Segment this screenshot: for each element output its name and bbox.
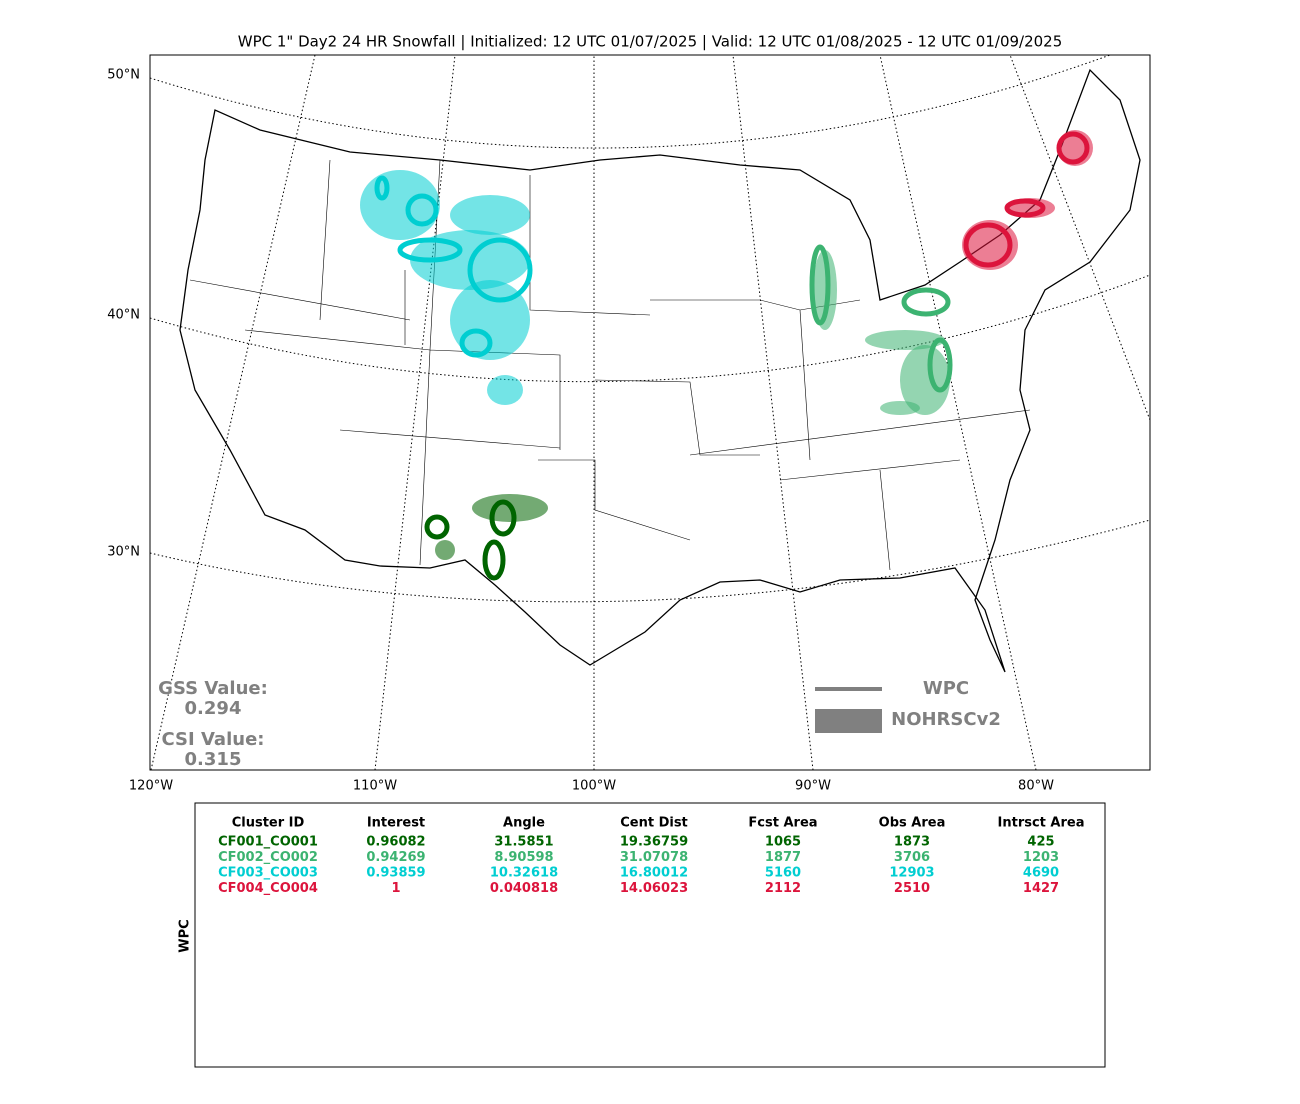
- table-cell: 0.93859: [366, 866, 425, 881]
- table-cell: 4690: [1023, 866, 1059, 881]
- table-cell: CF002_CO002: [218, 850, 318, 865]
- lon-label: 80°W: [1018, 779, 1054, 794]
- lon-labels: 120°W 110°W 100°W 90°W 80°W: [129, 779, 1054, 794]
- gss-label: GSS Value:: [158, 678, 268, 699]
- table-cell: 3706: [894, 850, 930, 865]
- column-header: Cent Dist: [620, 816, 688, 831]
- lat-label: 50°N: [107, 68, 140, 83]
- parallel: [150, 55, 1112, 149]
- column-header: Angle: [503, 816, 545, 831]
- column-header: Interest: [367, 816, 425, 831]
- cluster-3: [360, 170, 533, 405]
- table-cell: 31.07078: [620, 850, 688, 865]
- table-cell: 8.90598: [494, 850, 553, 865]
- table-cell: 19.36759: [620, 835, 688, 850]
- table-cell: 2510: [894, 881, 930, 896]
- table-cell: 1065: [765, 835, 801, 850]
- meridian: [150, 55, 1150, 770]
- cluster-2: [809, 244, 953, 415]
- cluster-1: [424, 494, 548, 581]
- title: WPC 1" Day2 24 HR Snowfall | Initialized…: [238, 33, 1063, 51]
- gss-value: 0.294: [185, 698, 242, 719]
- csi-label: CSI Value:: [162, 729, 265, 750]
- table-cell: 0.94269: [366, 850, 425, 865]
- table-cell: 0.96082: [366, 835, 425, 850]
- table-cell: 1203: [1023, 850, 1059, 865]
- table-cell: 12903: [889, 866, 934, 881]
- table-cell: 1427: [1023, 881, 1059, 896]
- cluster-4: [962, 130, 1093, 270]
- legend-patch: [815, 709, 882, 733]
- legend-label: WPC: [923, 678, 969, 699]
- table-cell: 2112: [765, 881, 801, 896]
- lat-label: 40°N: [107, 308, 140, 323]
- table-cell: CF004_CO004: [218, 881, 318, 896]
- table-cell: CF001_CO001: [218, 835, 318, 850]
- table-cell: 31.5851: [494, 835, 553, 850]
- map-frame: [149, 54, 1151, 771]
- map: 50°N 40°N 30°N 120°W 110°W 100°W 90°W 80°W GSS…: [107, 54, 1151, 794]
- parallel: [150, 519, 1150, 603]
- table-cell: 16.80012: [620, 866, 688, 881]
- column-header: Obs Area: [879, 816, 946, 831]
- land-outline: [179, 68, 1141, 673]
- table-cell: 425: [1027, 835, 1054, 850]
- table-side-label: WPC: [178, 919, 193, 952]
- lon-label: 90°W: [795, 779, 831, 794]
- parallel: [150, 274, 1150, 383]
- table-cell: 10.32618: [490, 866, 558, 881]
- lat-labels: 50°N 40°N 30°N: [107, 68, 140, 560]
- table-cell: 1873: [894, 835, 930, 850]
- table-cell: 5160: [765, 866, 801, 881]
- lat-label: 30°N: [107, 545, 140, 560]
- table-frame: [194, 802, 1106, 1068]
- state-lines: [189, 159, 1031, 571]
- lon-label: 110°W: [353, 779, 397, 794]
- lon-label: 100°W: [572, 779, 616, 794]
- lon-label: 120°W: [129, 779, 173, 794]
- column-header: Intrsct Area: [998, 816, 1085, 831]
- column-header: Fcst Area: [748, 816, 817, 831]
- table: Cluster ID Interest Angle Cent Dist Fcst Are…: [218, 816, 1084, 897]
- table-cell: 0.040818: [490, 881, 558, 896]
- csi-value: 0.315: [185, 749, 242, 770]
- table-cell: CF003_CO003: [218, 866, 318, 881]
- legend-label: NOHRSCv2: [891, 709, 1001, 730]
- column-header: Cluster ID: [232, 816, 305, 831]
- table-cell: 1: [391, 881, 400, 896]
- table-cell: 14.06023: [620, 881, 688, 896]
- table-cell: 1877: [765, 850, 801, 865]
